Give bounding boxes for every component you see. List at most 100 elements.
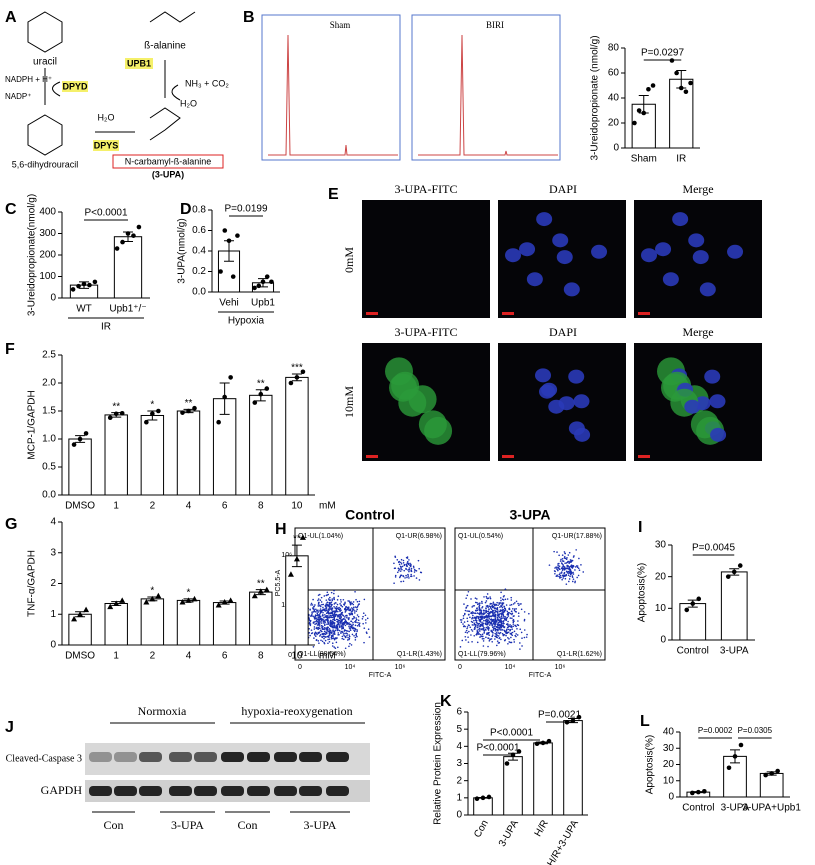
flow-event xyxy=(509,604,511,606)
flow-event xyxy=(346,633,349,635)
flow-event xyxy=(501,602,504,605)
annotation: P=0.0021 xyxy=(538,710,582,721)
flow-event xyxy=(511,631,514,634)
flow-event xyxy=(495,610,498,613)
data-point xyxy=(81,281,87,287)
flow-event xyxy=(565,558,568,560)
flow-event xyxy=(570,566,573,568)
flow-event xyxy=(476,598,478,600)
flow-event xyxy=(503,617,506,620)
y-tick-label: 0 xyxy=(660,635,666,646)
x-tick-label: 10 xyxy=(291,651,303,662)
flow-event xyxy=(576,576,578,579)
data-point xyxy=(300,369,306,375)
nucleus xyxy=(568,369,585,384)
flow-event xyxy=(561,578,563,581)
flow-event xyxy=(469,616,471,619)
unit-label: mM xyxy=(319,501,336,512)
flow-event xyxy=(463,603,465,605)
flow-event xyxy=(508,638,510,640)
pathway-label: uracil xyxy=(33,57,57,68)
flow-event xyxy=(567,572,569,575)
y-tick-label: 0 xyxy=(50,293,56,304)
y-tick-label: 100 xyxy=(39,271,56,282)
caspase-band xyxy=(194,752,217,762)
significance: * xyxy=(150,586,154,597)
flow-event xyxy=(324,613,326,616)
x-tick-label: Con xyxy=(472,818,491,839)
flow-event xyxy=(505,629,507,632)
flow-event xyxy=(481,623,483,625)
nucleus xyxy=(541,382,558,397)
nucleus xyxy=(688,233,705,248)
flow-event xyxy=(340,613,343,615)
y-tick-label: 0 xyxy=(668,792,674,803)
significance: ** xyxy=(112,401,120,412)
flow-event xyxy=(470,628,473,631)
data-point xyxy=(221,598,228,605)
flow-event xyxy=(467,636,469,638)
x-tick-label: Vehi xyxy=(219,298,238,309)
flow-event xyxy=(563,555,566,558)
flow-event xyxy=(337,629,339,631)
y-tick-label: 200 xyxy=(39,250,56,261)
flow-event xyxy=(466,594,469,597)
flow-event xyxy=(503,626,506,628)
nucleus xyxy=(519,242,536,257)
flow-event xyxy=(558,554,560,557)
flow-event xyxy=(362,615,364,618)
flow-event xyxy=(325,618,328,621)
bar xyxy=(140,414,165,496)
arrow xyxy=(52,81,61,97)
flow-event xyxy=(321,633,324,635)
flow-event xyxy=(415,577,418,579)
flow-event xyxy=(481,638,484,640)
data-point xyxy=(702,789,707,794)
flow-event xyxy=(330,621,333,624)
flow-event xyxy=(318,642,320,644)
flow-event xyxy=(500,614,503,616)
flow-event xyxy=(563,572,565,575)
y-tick-label: 20 xyxy=(608,118,620,129)
flow-event xyxy=(485,620,487,623)
flow-event xyxy=(490,638,493,640)
flow-event xyxy=(506,610,509,613)
flow-event xyxy=(317,599,319,602)
flow-event xyxy=(571,575,574,577)
flow-event xyxy=(565,583,568,585)
flow-event xyxy=(517,615,520,617)
flow-event xyxy=(328,616,331,619)
y-tick-label: 3 xyxy=(50,547,56,558)
nucleus xyxy=(535,368,552,383)
flow-event xyxy=(346,622,349,624)
significance: ** xyxy=(257,578,265,589)
caspase-band xyxy=(247,752,270,762)
data-point xyxy=(92,279,98,285)
flow-event xyxy=(491,635,494,638)
flow-event xyxy=(414,569,416,572)
flow-event xyxy=(471,617,473,620)
flow-event xyxy=(564,567,567,570)
flow-event xyxy=(325,628,327,630)
flow-event xyxy=(327,598,330,600)
panel-letter: C xyxy=(5,201,17,218)
flow-event xyxy=(494,632,496,635)
y-tick-label: 10 xyxy=(663,775,675,786)
flow-event xyxy=(323,623,326,625)
data-point xyxy=(235,233,240,238)
data-point xyxy=(696,789,701,795)
flow-event xyxy=(500,599,502,602)
flow-event xyxy=(508,607,511,610)
data-point xyxy=(87,282,92,288)
flow-event xyxy=(325,631,327,634)
flow-event xyxy=(330,631,333,633)
flow-event xyxy=(498,614,500,617)
flow-event xyxy=(498,603,501,605)
flow-event xyxy=(319,615,322,618)
flow-event xyxy=(466,604,469,607)
flow-event xyxy=(355,618,358,621)
data-point xyxy=(287,571,294,577)
data-point xyxy=(113,600,120,606)
flow-event xyxy=(568,551,571,554)
flow-event xyxy=(405,567,407,570)
